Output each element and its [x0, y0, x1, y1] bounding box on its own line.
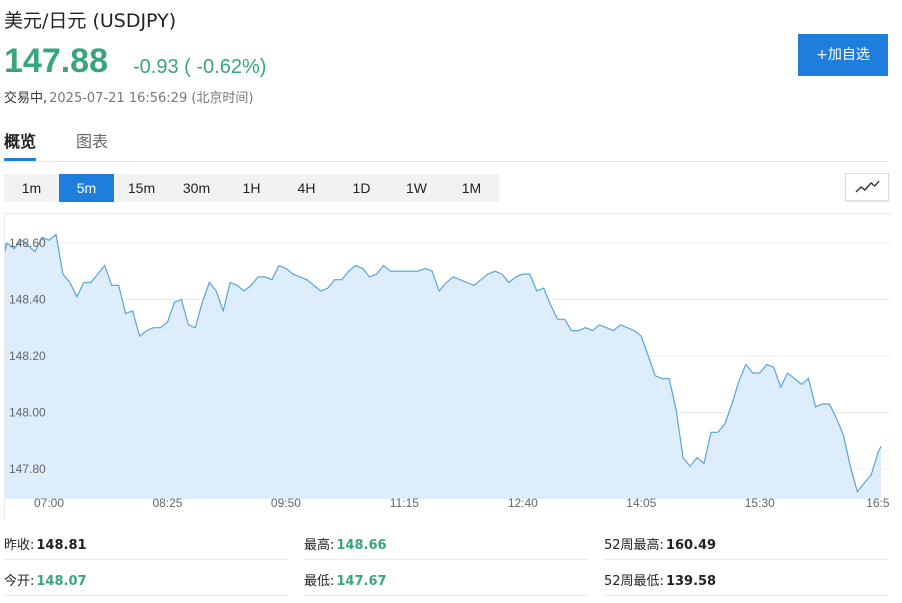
x-tick-label: 16:5: [866, 496, 890, 510]
divider: [304, 595, 588, 596]
stat-label: 最低:: [304, 574, 335, 589]
stat-label: 今开:: [4, 574, 35, 589]
stat-low: 最低: 147.67: [304, 570, 387, 589]
stat-52w-low: 52周最低: 139.58: [604, 570, 716, 589]
stat-high: 最高: 148.66: [304, 534, 387, 553]
x-tick-label: 15:30: [745, 496, 775, 510]
line-chart-icon: [855, 180, 880, 193]
y-tick-label: 147.80: [9, 462, 46, 476]
stat-value: 160.49: [665, 538, 717, 553]
period-4h[interactable]: 4H: [297, 180, 316, 196]
x-tick-label: 14:05: [626, 496, 656, 510]
stat-value: 148.66: [336, 538, 387, 553]
stat-prev-close: 昨收: 148.81: [4, 534, 87, 553]
divider: [304, 559, 588, 560]
current-price: 147.88: [4, 42, 108, 80]
x-tick-label: 12:40: [508, 496, 538, 510]
stat-label: 最高:: [304, 538, 335, 553]
divider: [4, 595, 288, 596]
stat-52w-high: 52周最高: 160.49: [604, 534, 716, 553]
divider: [4, 559, 288, 560]
price-area: [5, 234, 881, 499]
stats-panel: 昨收: 148.81 最高: 148.66 52周最高: 160.49 今开: 148.…: [0, 527, 902, 603]
stat-label: 昨收:: [4, 538, 35, 553]
stat-value: 139.58: [665, 574, 717, 589]
y-tick-label: 148.60: [9, 236, 46, 250]
period-30m[interactable]: 30m: [182, 180, 211, 196]
price-chart-svg: 148.60 148.40 148.20 148.00 147.80 07:00 08:25…: [4, 233, 891, 510]
period-1d[interactable]: 1D: [352, 180, 371, 196]
divider: [604, 595, 888, 596]
period-selector: 1m 5m 15m 30m 1H 4H 1D 1W 1M: [4, 174, 499, 202]
trading-status: 交易中, 2025-07-21 16:56:29 (北京时间): [4, 87, 254, 106]
price-line: [4, 233, 882, 493]
price-change: -0.93 ( -0.62%): [133, 56, 267, 78]
status-label: 交易中,: [4, 91, 48, 106]
stat-open: 今开: 148.07: [4, 570, 87, 589]
x-tick-label: 08:25: [152, 496, 182, 510]
period-1w[interactable]: 1W: [406, 180, 427, 196]
tab-bar: 概览 图表: [0, 125, 888, 162]
stat-value: 147.67: [336, 574, 387, 589]
period-1mo[interactable]: 1M: [461, 180, 482, 196]
stat-value: 148.07: [36, 574, 87, 589]
page-title: 美元/日元 (USDJPY): [4, 10, 177, 32]
period-1h[interactable]: 1H: [242, 180, 261, 196]
divider: [604, 559, 888, 560]
tab-overview[interactable]: 概览: [4, 132, 37, 151]
period-5m[interactable]: 5m: [59, 174, 114, 202]
active-tab-indicator: [4, 158, 36, 161]
x-tick-label: 07:00: [34, 496, 64, 510]
period-1m[interactable]: 1m: [21, 180, 42, 196]
stat-label: 52周最高:: [604, 538, 664, 553]
period-15m[interactable]: 15m: [127, 180, 156, 196]
y-tick-label: 148.40: [9, 293, 46, 307]
chart-type-button[interactable]: [845, 173, 889, 201]
x-tick-label: 09:50: [271, 496, 301, 510]
stat-label: 52周最低:: [604, 574, 664, 589]
stat-value: 148.81: [36, 538, 87, 553]
x-tick-label: 11:15: [390, 496, 419, 510]
tab-chart[interactable]: 图表: [76, 132, 109, 151]
add-to-watchlist-button[interactable]: +加自选: [798, 34, 888, 76]
price-chart: 148.60 148.40 148.20 148.00 147.80 07:00 08:25…: [4, 213, 891, 519]
timestamp: 2025-07-21 16:56:29 (北京时间): [49, 91, 254, 106]
y-tick-label: 148.20: [9, 349, 46, 363]
y-tick-label: 148.00: [9, 406, 46, 420]
